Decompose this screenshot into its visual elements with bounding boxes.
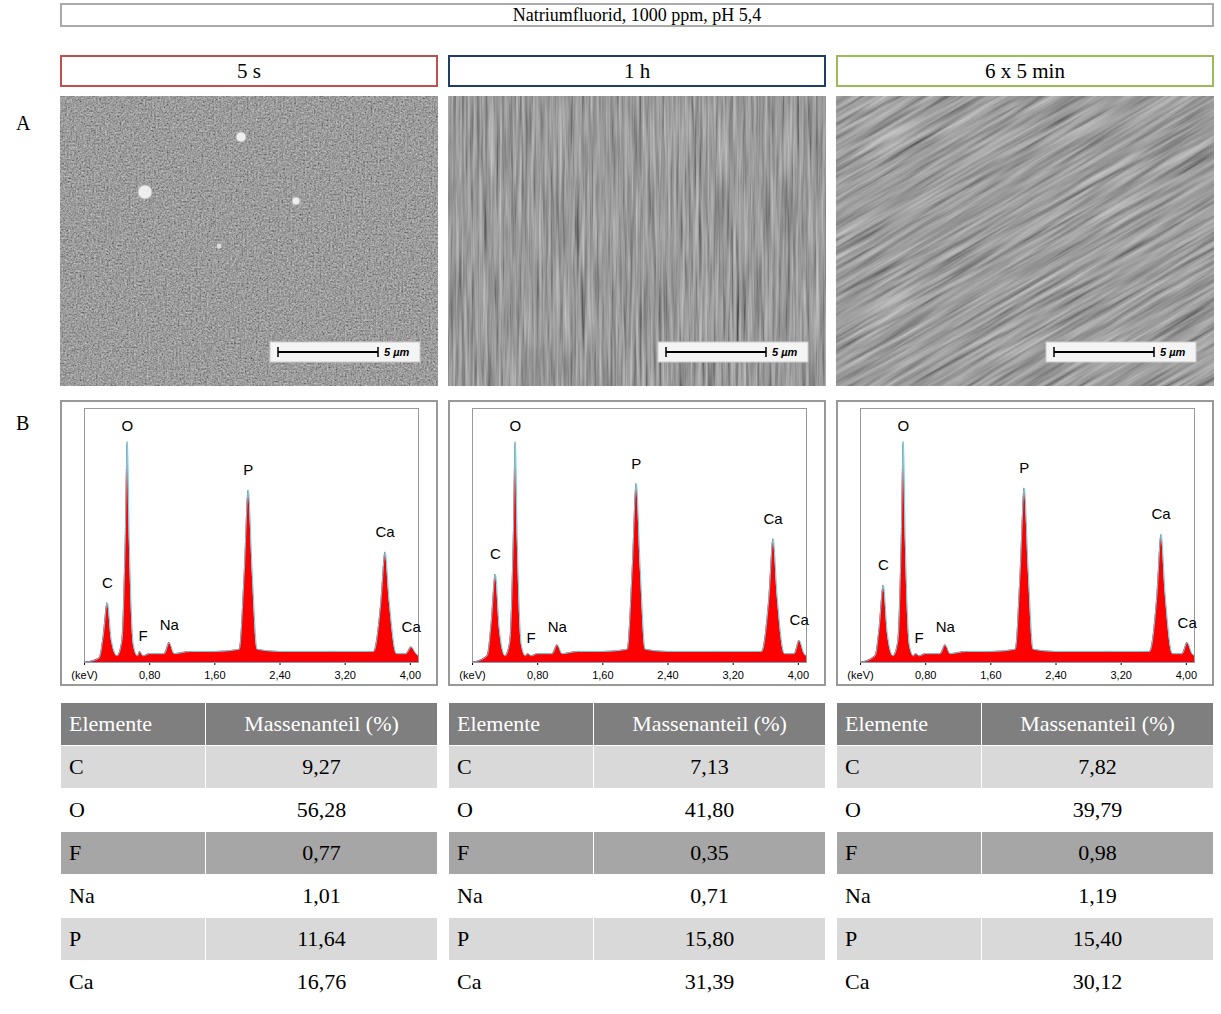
svg-text:Ca: Ca (764, 510, 784, 527)
html-text:39,79: 39,79 (1072, 797, 1123, 822)
html-text:O: O (457, 797, 473, 822)
svg-text:O: O (509, 417, 521, 434)
svg-text:2,40: 2,40 (269, 669, 290, 681)
svg-text:5 µm: 5 µm (1160, 346, 1186, 358)
svg-text:2,40: 2,40 (1045, 669, 1066, 681)
html-text:A: A (16, 112, 31, 134)
svg-text:2,40: 2,40 (657, 669, 678, 681)
html-text:Natriumfluorid, 1000 ppm, pH 5: Natriumfluorid, 1000 ppm, pH 5,4 (512, 4, 762, 25)
html-text:P: P (845, 926, 858, 951)
html-text:41,80: 41,80 (684, 797, 735, 822)
svg-text:Ca: Ca (1152, 505, 1172, 522)
html-text:0,35: 0,35 (690, 840, 729, 865)
svg-text:Na: Na (548, 618, 568, 635)
svg-text:Na: Na (160, 616, 180, 633)
html-text:1,01: 1,01 (302, 883, 341, 908)
html-text:0,77: 0,77 (302, 840, 341, 865)
html-text:Ca: Ca (845, 969, 870, 994)
html-text:0,71: 0,71 (690, 883, 729, 908)
svg-text:F: F (527, 629, 536, 646)
html-text:56,28: 56,28 (296, 797, 347, 822)
svg-text:4,00: 4,00 (400, 669, 421, 681)
html-text:F: F (69, 840, 82, 865)
html-text:C: C (457, 754, 472, 779)
svg-text:F: F (915, 629, 924, 646)
html-text:P: P (457, 926, 470, 951)
svg-text:4,00: 4,00 (1176, 669, 1197, 681)
svg-text:0,80: 0,80 (915, 669, 936, 681)
svg-text:5 µm: 5 µm (384, 346, 410, 358)
html-text:Massenanteil (%): Massenanteil (%) (1020, 711, 1175, 736)
html-text:C: C (69, 754, 84, 779)
html-text:Massenanteil (%): Massenanteil (%) (632, 711, 787, 736)
html-text:7,82: 7,82 (1078, 754, 1117, 779)
html-text:C: C (845, 754, 860, 779)
svg-text:Ca: Ca (1178, 614, 1198, 631)
svg-text:Na: Na (936, 618, 956, 635)
svg-text:(keV): (keV) (847, 669, 873, 681)
html-text:1 h: 1 h (623, 58, 651, 83)
html-text:Elemente: Elemente (845, 711, 929, 736)
html-text:Elemente: Elemente (457, 711, 541, 736)
html-text:31,39: 31,39 (684, 969, 735, 994)
html-text:0,98: 0,98 (1078, 840, 1117, 865)
svg-text:C: C (878, 556, 889, 573)
html-text:B: B (16, 412, 30, 434)
svg-text:P: P (1019, 459, 1029, 476)
html-text:Na: Na (845, 883, 871, 908)
svg-text:C: C (102, 574, 113, 591)
html-text:15,40: 15,40 (1072, 926, 1123, 951)
html-text:O: O (69, 797, 85, 822)
svg-text:O: O (121, 417, 133, 434)
svg-text:(keV): (keV) (71, 669, 97, 681)
svg-text:0,80: 0,80 (527, 669, 548, 681)
svg-text:3,20: 3,20 (722, 669, 743, 681)
html-text:O: O (845, 797, 861, 822)
html-text:Na: Na (457, 883, 483, 908)
html-text:15,80: 15,80 (684, 926, 735, 951)
html-text:16,76: 16,76 (296, 969, 347, 994)
svg-text:3,20: 3,20 (334, 669, 355, 681)
html-text:5 s: 5 s (237, 58, 261, 83)
svg-text:1,60: 1,60 (980, 669, 1001, 681)
svg-text:1,60: 1,60 (592, 669, 613, 681)
html-text:Ca: Ca (457, 969, 482, 994)
html-text:F: F (845, 840, 858, 865)
svg-text:Ca: Ca (376, 523, 396, 540)
svg-text:4,00: 4,00 (788, 669, 809, 681)
html-text:Na: Na (69, 883, 95, 908)
svg-text:F: F (139, 627, 148, 644)
svg-text:1,60: 1,60 (204, 669, 225, 681)
html-text:F: F (457, 840, 470, 865)
html-text:1,19: 1,19 (1078, 883, 1117, 908)
svg-text:(keV): (keV) (459, 669, 485, 681)
html-text:30,12: 30,12 (1072, 969, 1123, 994)
html-text:Elemente: Elemente (69, 711, 153, 736)
svg-text:P: P (631, 455, 641, 472)
html-text:11,64: 11,64 (297, 926, 346, 951)
html-text:Ca: Ca (69, 969, 94, 994)
svg-text:Ca: Ca (790, 611, 810, 628)
svg-text:0,80: 0,80 (139, 669, 160, 681)
svg-text:3,20: 3,20 (1110, 669, 1131, 681)
svg-text:Ca: Ca (402, 618, 422, 635)
html-text:6 x 5 min: 6 x 5 min (985, 58, 1065, 83)
svg-text:C: C (490, 545, 501, 562)
html-text:P: P (69, 926, 82, 951)
svg-text:5 µm: 5 µm (772, 346, 798, 358)
svg-text:O: O (897, 417, 909, 434)
html-text:9,27: 9,27 (302, 754, 341, 779)
html-text:Massenanteil (%): Massenanteil (%) (244, 711, 399, 736)
html-text:7,13: 7,13 (690, 754, 729, 779)
svg-text:P: P (243, 461, 253, 478)
